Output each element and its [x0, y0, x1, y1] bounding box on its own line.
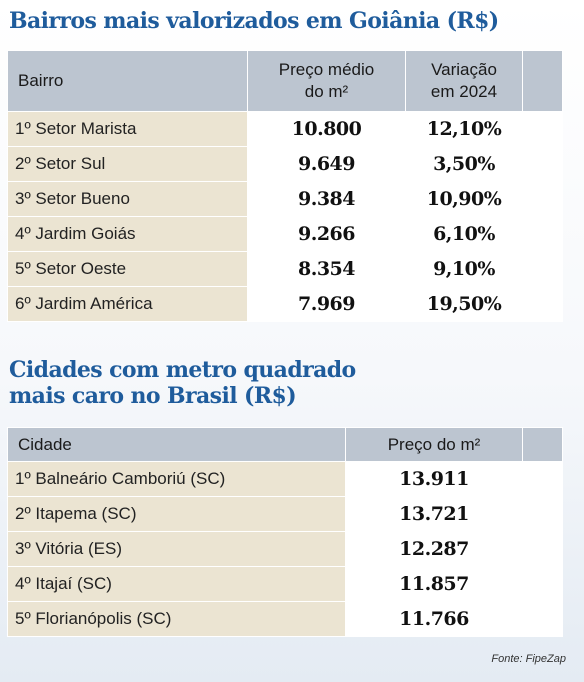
bairro-preco: 9.649 — [247, 146, 406, 182]
row-spacer — [522, 216, 563, 252]
cidades-title-line2: mais caro no Brasil (R$) — [9, 383, 297, 409]
bairro-preco: 9.266 — [247, 216, 406, 252]
bairro-name: 3º Setor Bueno — [7, 181, 248, 217]
bairro-variacao: 12,10% — [405, 111, 523, 147]
header-preco-line1: Preço médio — [278, 60, 375, 79]
bairros-header-row: Bairro Preço médio do m² Variação em 202… — [7, 50, 563, 112]
cidades-title: Cidades com metro quadrado mais caro no … — [9, 357, 356, 409]
header-variacao-line1: Variação — [431, 60, 497, 79]
bairro-preco: 9.384 — [247, 181, 406, 217]
row-spacer — [522, 286, 563, 322]
cidade-name: 5º Florianópolis (SC) — [7, 601, 346, 637]
row-spacer — [522, 146, 563, 182]
bairro-variacao: 3,50% — [405, 146, 523, 182]
bairro-preco: 8.354 — [247, 251, 406, 287]
header-preco-medio: Preço médio do m² — [247, 50, 406, 112]
bairro-name: 1º Setor Marista — [7, 111, 248, 147]
row-spacer — [522, 461, 563, 497]
bairros-table: Bairro Preço médio do m² Variação em 202… — [7, 50, 563, 322]
row-spacer — [522, 566, 563, 602]
header-variacao-line2: em 2024 — [430, 82, 498, 101]
header-spacer — [522, 427, 563, 462]
cidade-preco: 11.857 — [345, 566, 523, 602]
bairro-variacao: 9,10% — [405, 251, 523, 287]
bairro-name: 5º Setor Oeste — [7, 251, 248, 287]
header-variacao: Variação em 2024 — [405, 50, 523, 112]
table-row: 5º Florianópolis (SC) 11.766 — [7, 601, 563, 637]
table-row: 3º Setor Bueno 9.384 10,90% — [7, 181, 563, 217]
cidade-name: 4º Itajaí (SC) — [7, 566, 346, 602]
cidade-name: 2º Itapema (SC) — [7, 496, 346, 532]
cidades-header-row: Cidade Preço do m² — [7, 427, 563, 462]
table-row: 5º Setor Oeste 8.354 9,10% — [7, 251, 563, 287]
cidade-name: 1º Balneário Camboriú (SC) — [7, 461, 346, 497]
table-row: 6º Jardim América 7.969 19,50% — [7, 286, 563, 322]
cidade-preco: 13.911 — [345, 461, 523, 497]
row-spacer — [522, 601, 563, 637]
table-row: 1º Balneário Camboriú (SC) 13.911 — [7, 461, 563, 497]
bairros-title: Bairros mais valorizados em Goiânia (R$) — [9, 8, 499, 34]
table-row: 1º Setor Marista 10.800 12,10% — [7, 111, 563, 147]
bairro-name: 4º Jardim Goiás — [7, 216, 248, 252]
source-credit: Fonte: FipeZap — [491, 653, 566, 665]
row-spacer — [522, 111, 563, 147]
header-spacer — [522, 50, 563, 112]
header-bairro: Bairro — [7, 50, 248, 112]
bairro-variacao: 10,90% — [405, 181, 523, 217]
table-row: 2º Itapema (SC) 13.721 — [7, 496, 563, 532]
row-spacer — [522, 181, 563, 217]
table-row: 4º Jardim Goiás 9.266 6,10% — [7, 216, 563, 252]
bairro-name: 2º Setor Sul — [7, 146, 248, 182]
cidade-preco: 13.721 — [345, 496, 523, 532]
bairro-variacao: 19,50% — [405, 286, 523, 322]
cidade-preco: 12.287 — [345, 531, 523, 567]
bairro-name: 6º Jardim América — [7, 286, 248, 322]
header-cidade: Cidade — [7, 427, 346, 462]
table-row: 2º Setor Sul 9.649 3,50% — [7, 146, 563, 182]
cidade-preco: 11.766 — [345, 601, 523, 637]
bairro-preco: 7.969 — [247, 286, 406, 322]
row-spacer — [522, 531, 563, 567]
row-spacer — [522, 251, 563, 287]
header-preco-line2: do m² — [304, 82, 349, 101]
row-spacer — [522, 496, 563, 532]
header-preco-m2: Preço do m² — [345, 427, 523, 462]
table-row: 3º Vitória (ES) 12.287 — [7, 531, 563, 567]
cidades-table: Cidade Preço do m² 1º Balneário Camboriú… — [7, 427, 563, 637]
bairro-preco: 10.800 — [247, 111, 406, 147]
cidades-title-line1: Cidades com metro quadrado — [9, 357, 356, 383]
table-row: 4º Itajaí (SC) 11.857 — [7, 566, 563, 602]
cidade-name: 3º Vitória (ES) — [7, 531, 346, 567]
bairro-variacao: 6,10% — [405, 216, 523, 252]
